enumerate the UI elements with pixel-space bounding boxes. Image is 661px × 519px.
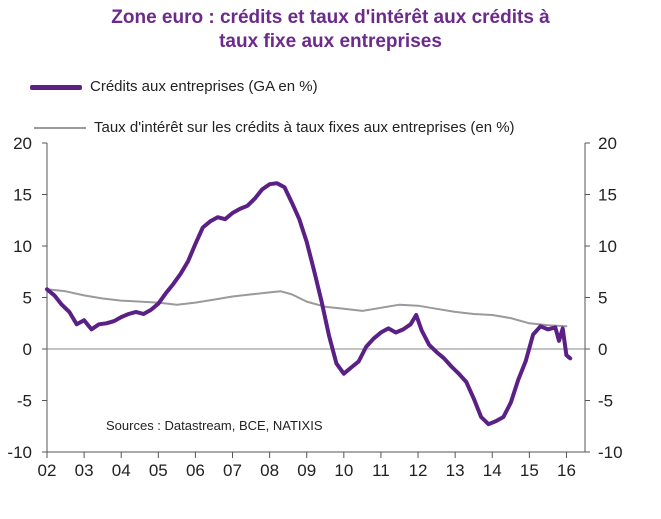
y-tick-label-right: -5: [598, 392, 613, 411]
chart-title: Zone euro : crédits et taux d'intérêt au…: [0, 6, 661, 54]
x-tick-label: 09: [297, 461, 316, 480]
y-tick-label-right: -10: [598, 443, 623, 462]
chart-lines: [45, 181, 573, 427]
legend-label-credits: Crédits aux entreprises (GA en %): [90, 78, 318, 95]
x-tick-label: 11: [372, 461, 390, 480]
x-tick-label: 05: [149, 461, 168, 480]
legend-label-taux: Taux d'intérêt sur les crédits à taux fi…: [94, 119, 515, 136]
legend-item-credits: Crédits aux entreprises (GA en %): [30, 78, 318, 95]
y-tick-label-left: 10: [13, 237, 32, 256]
chart-axes: 20 15 10 5 0 -5 -10 20 15 10 5 0 -5 -10 02 03 04 05 06 07 08…: [7, 134, 622, 480]
y-tick-label-left: 15: [13, 186, 32, 205]
y-tick-label-right: 10: [598, 237, 617, 256]
chart-title-line-1: Zone euro : crédits et taux d'intérêt au…: [111, 7, 550, 28]
y-tick-label-right: 15: [598, 186, 617, 205]
x-tick-label: 13: [446, 461, 465, 480]
series-line-credits: [45, 181, 573, 427]
x-tick-label: 16: [557, 461, 576, 480]
y-tick-label-left: 20: [13, 134, 32, 153]
legend-swatch-credits: [30, 84, 82, 90]
x-tick-label: 06: [186, 461, 205, 480]
y-tick-label-left: -10: [7, 443, 32, 462]
legend-item-taux: Taux d'intérêt sur les crédits à taux fi…: [34, 119, 515, 136]
x-tick-label: 08: [260, 461, 279, 480]
y-tick-label-left: 5: [23, 289, 32, 308]
x-tick-label: 02: [38, 461, 57, 480]
legend-swatch-taux: [34, 127, 86, 130]
y-tick-label-right: 20: [598, 134, 617, 153]
source-note: Sources : Datastream, BCE, NATIXIS: [106, 418, 323, 433]
y-tick-label-left: 0: [23, 340, 32, 359]
x-tick-label: 07: [223, 461, 242, 480]
y-tick-label-left: -5: [17, 392, 32, 411]
x-tick-label: 15: [520, 461, 539, 480]
x-tick-label: 04: [112, 461, 131, 480]
series-line-taux: [46, 288, 568, 328]
x-tick-label: 12: [409, 461, 428, 480]
x-tick-label: 10: [334, 461, 353, 480]
x-tick-label: 03: [75, 461, 94, 480]
y-tick-label-right: 0: [598, 340, 607, 359]
chart-title-line-2: taux fixe aux entreprises: [219, 31, 442, 52]
y-tick-label-right: 5: [598, 289, 607, 308]
x-tick-label: 14: [483, 461, 502, 480]
